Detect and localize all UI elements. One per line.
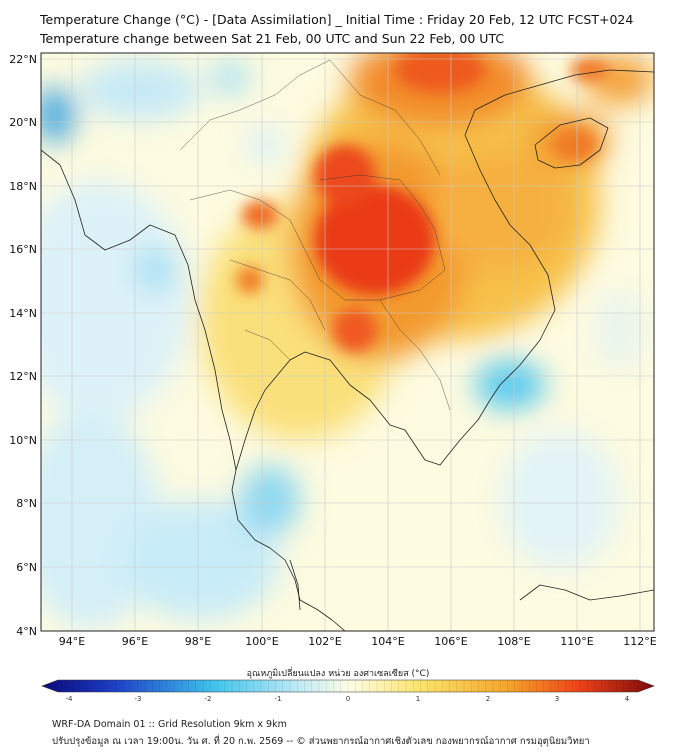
lat-label: 16°N [9, 243, 37, 256]
lon-label: 106°E [434, 635, 467, 648]
footer-update-info: ปรับปรุงข้อมูล ณ เวลา 19:00น. วัน ศ. ที่… [52, 736, 590, 747]
colorbar-tick-label: 2 [486, 695, 490, 703]
lon-label: 96°E [122, 635, 148, 648]
lat-label: 12°N [9, 370, 37, 383]
latitude-axis: 22°N 20°N 18°N 16°N 14°N 12°N 10°N 8°N 6… [9, 53, 37, 638]
lat-label: 6°N [16, 561, 37, 574]
map-title-line1: Temperature Change (°C) - [Data Assimila… [40, 12, 634, 27]
colorbar-tick-label: -4 [66, 695, 74, 703]
lon-label: 108°E [497, 635, 530, 648]
lon-label: 94°E [59, 635, 85, 648]
lat-label: 20°N [9, 116, 37, 129]
colorbar-ticks [57, 680, 639, 692]
colorbar-title: อุณหภูมิเปลี่ยนแปลง หน่วย องศาเซลเซียส (… [246, 669, 430, 679]
admin-borders [179, 59, 451, 411]
colorbar-tick-label: 0 [346, 695, 350, 703]
lon-label: 100°E [245, 635, 278, 648]
coastlines [41, 69, 654, 631]
footer-model-info: WRF-DA Domain 01 :: Grid Resolution 9km … [52, 719, 287, 730]
longitude-axis: 94°E 96°E 98°E 100°E 102°E 104°E 106°E 1… [59, 635, 657, 648]
lon-label: 98°E [185, 635, 211, 648]
lat-label: 10°N [9, 434, 37, 447]
map-frame [40, 52, 655, 632]
graticule [41, 53, 654, 631]
lat-label: 4°N [16, 625, 37, 638]
colorbar-tick-label: -2 [205, 695, 212, 703]
colorbar-tick-label: 4 [625, 695, 630, 703]
colorbar-ramp [41, 679, 655, 693]
temperature-field [41, 53, 654, 631]
colorbar-tick-label: -3 [135, 695, 142, 703]
map-title-line2: Temperature change between Sat 21 Feb, 0… [40, 31, 505, 46]
colorbar-tick-label: 1 [416, 695, 420, 703]
lon-label: 110°E [560, 635, 593, 648]
lon-label: 104°E [371, 635, 404, 648]
lon-label: 112°E [623, 635, 656, 648]
colorbar-tick-label: -1 [275, 695, 282, 703]
colorbar-tick-label: 3 [555, 695, 559, 703]
lat-label: 8°N [16, 497, 37, 510]
lat-label: 18°N [9, 180, 37, 193]
lon-label: 102°E [308, 635, 341, 648]
colorbar: -4 -3 -2 -1 0 1 2 3 4 [41, 679, 655, 703]
lat-label: 14°N [9, 307, 37, 320]
lat-label: 22°N [9, 53, 37, 66]
